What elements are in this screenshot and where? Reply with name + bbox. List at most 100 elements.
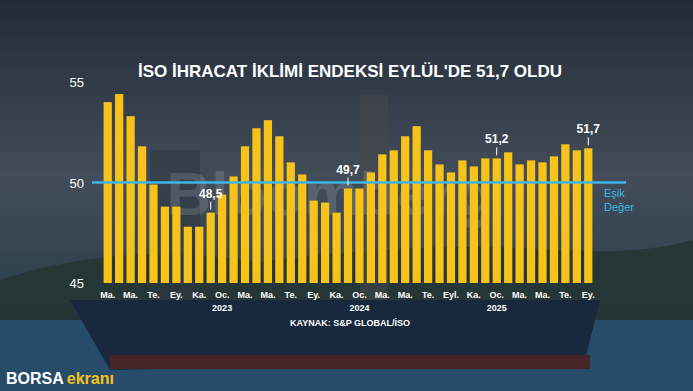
text-line: 2023 [212,303,232,313]
bar [550,156,558,283]
x-tick-label: Ka. [192,290,206,300]
bar [287,162,295,283]
text-line: Ma. [512,290,527,300]
label-leader [210,202,211,210]
x-tick-label: Eyl. [443,290,459,300]
text-line: Te. [147,290,159,300]
y-tick-label: 45 [70,276,84,291]
bar [481,158,489,283]
x-tick-label: Ma. [535,290,550,300]
bar [504,152,512,283]
x-tick-label: Te. [285,290,297,300]
x-tick-label: Ma. [123,290,138,300]
text-line: Ey. [307,290,320,300]
text-line: Ma. [123,290,138,300]
bar [149,185,157,283]
threshold-line [92,181,626,184]
x-tick-label: Ma. [260,290,275,300]
text-line: Ma. [398,290,413,300]
label-leader [496,147,497,155]
bar [161,207,169,283]
bar [561,144,569,283]
text-line: Oc. [489,290,504,300]
bar [229,176,237,283]
text-line: Ma. [100,290,115,300]
bar [115,94,123,283]
x-tick-label: Ma. [238,290,253,300]
y-tick [86,82,90,83]
data-label: 48,5 [199,187,223,201]
bar [332,213,340,283]
text-line: Te. [559,290,571,300]
bars [104,94,593,283]
x-tick-label: Oc. 2024 [349,290,369,313]
text-line: Te. [422,290,434,300]
label-leader [348,178,349,186]
bar [252,128,260,283]
bar [355,189,363,283]
bar [275,136,283,283]
bar [172,207,180,283]
bar [413,126,421,283]
x-tick-label: Ey. [170,290,183,300]
brand-part: BORSA [6,370,64,387]
bar [241,146,249,283]
x-tick-label: Ma. [398,290,413,300]
y-tick [86,182,90,183]
text-line: Ma. [260,290,275,300]
bar [538,162,546,283]
watermark: Bloomberg [166,159,493,228]
text-line: Oc. [215,290,230,300]
bar [104,102,112,283]
x-tick-label: Ka. [330,290,344,300]
bar [195,227,203,283]
bar [458,160,466,283]
brand-part: ekranı [67,370,114,387]
data-label: 51,7 [577,122,601,136]
x-tick-label: Ma. [375,290,390,300]
bar [310,201,318,283]
label-leader [588,137,589,145]
text-line: Eşik [604,187,625,199]
text-line: Ka. [192,290,206,300]
y-tick [86,283,90,284]
text-line: Ey. [582,290,595,300]
text-line: Değer [604,201,634,213]
source: KAYNAK: S&P GLOBAL/İSO [290,318,410,328]
threshold-label: Eşik Değer [604,187,634,213]
text-line: 2024 [349,303,369,313]
bar [447,172,455,283]
text-line: Ey. [170,290,183,300]
bar [138,146,146,283]
x-tick-label: Ka. [467,290,481,300]
text-line: Ka. [330,290,344,300]
bar [367,172,375,283]
bar [207,213,215,283]
bar [298,174,306,283]
x-tick-label: Oc. 2023 [212,290,232,313]
x-tick-label: Ey. [582,290,595,300]
text-line: Te. [285,290,297,300]
data-label: 49,7 [336,163,360,177]
brand: BORSAekranı [6,370,114,387]
text-line: Eyl. [443,290,459,300]
bar [321,203,329,283]
data-label: 51,2 [485,132,509,146]
title: İSO İHRACAT İKLİMİ ENDEKSİ EYLÜL'DE 51,7… [138,62,562,81]
y-tick-label: 50 [70,176,84,191]
x-tick-label: Ma. [100,290,115,300]
background [0,0,693,391]
bar [184,227,192,283]
x-tick-label: Te. [147,290,159,300]
bar [573,150,581,283]
bar [218,195,226,283]
x-tick-label: Ma. [512,290,527,300]
text-line: Oc. [352,290,367,300]
text-line: Ka. [467,290,481,300]
y-tick-label: 55 [70,75,84,90]
bar [390,150,398,283]
bar [470,166,478,283]
text-line: Ma. [375,290,390,300]
text-line: Ma. [238,290,253,300]
bar [344,189,352,283]
